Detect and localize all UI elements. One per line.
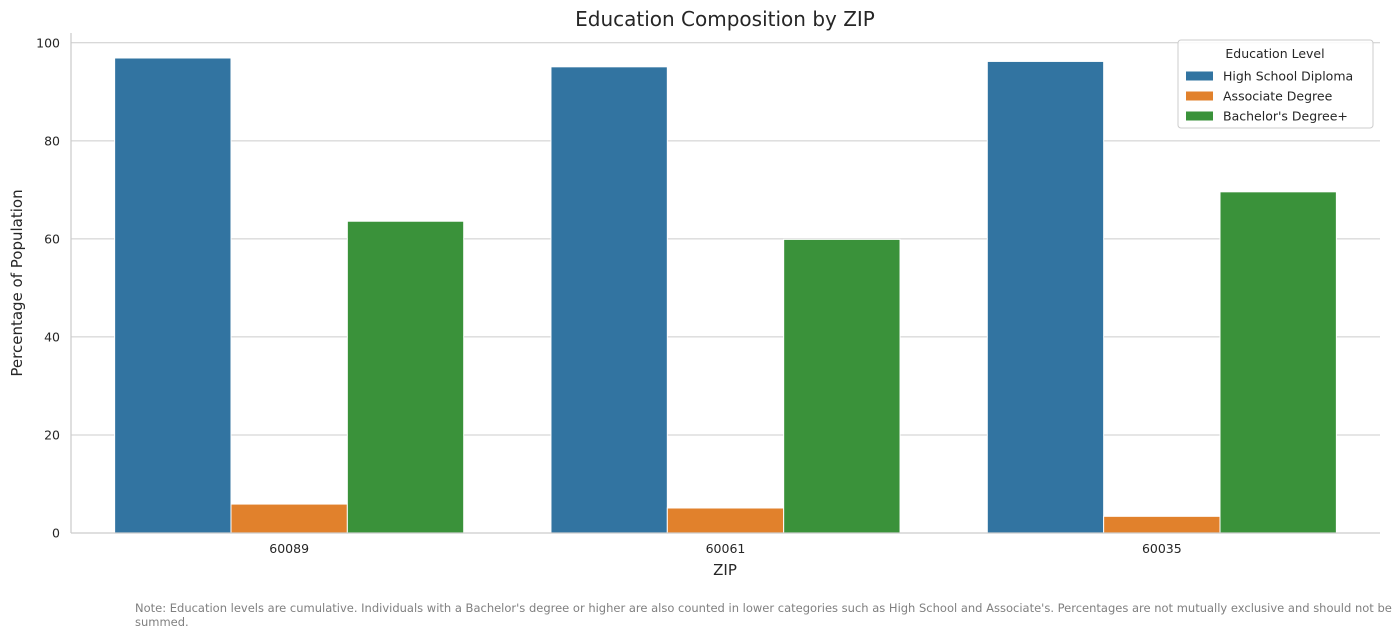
grid-lines	[71, 42, 1380, 436]
legend-frame	[1177, 39, 1374, 129]
education-bar-chart: Education Composition by ZIP 0 20 40 60 80 10…	[8, 7, 1380, 579]
y-axis-label: Percentage of Population	[8, 189, 26, 376]
bars	[114, 57, 1337, 534]
x-tick-label: 60061	[706, 541, 746, 556]
y-tick-label: 0	[52, 526, 60, 541]
chart-title: Education Composition by ZIP	[575, 7, 875, 31]
x-axis-label: ZIP	[713, 561, 737, 579]
bar	[1219, 191, 1337, 534]
legend-label: High School Diploma	[1223, 69, 1353, 84]
bar	[114, 57, 232, 534]
legend: Education Level High School Diploma Assoc…	[1177, 39, 1374, 129]
x-tick-label: 60089	[269, 541, 309, 556]
bar	[986, 60, 1105, 534]
bar	[550, 66, 668, 534]
legend-label: Bachelor's Degree+	[1223, 109, 1348, 124]
legend-title: Education Level	[1225, 46, 1324, 61]
y-tick-labels: 0 20 40 60 80 100	[36, 35, 60, 540]
legend-label: Associate Degree	[1223, 89, 1333, 104]
legend-items: High School Diploma Associate Degree Bache…	[1186, 69, 1353, 124]
y-tick-label: 80	[44, 133, 60, 148]
legend-swatch	[1186, 111, 1213, 121]
x-tick-labels: 60089 60061 60035	[269, 541, 1181, 556]
y-tick-label: 40	[44, 329, 60, 344]
bar	[1103, 515, 1221, 534]
bar	[230, 503, 348, 534]
y-tick-label: 20	[44, 427, 60, 442]
x-tick-label: 60035	[1142, 541, 1182, 556]
bar	[346, 220, 465, 534]
bar	[783, 238, 901, 534]
bar	[666, 507, 785, 534]
y-tick-label: 100	[36, 35, 60, 50]
footnote: Note: Education levels are cumulative. I…	[135, 601, 1392, 629]
y-tick-label: 60	[44, 231, 60, 246]
legend-swatch	[1186, 91, 1213, 101]
legend-swatch	[1186, 71, 1213, 81]
